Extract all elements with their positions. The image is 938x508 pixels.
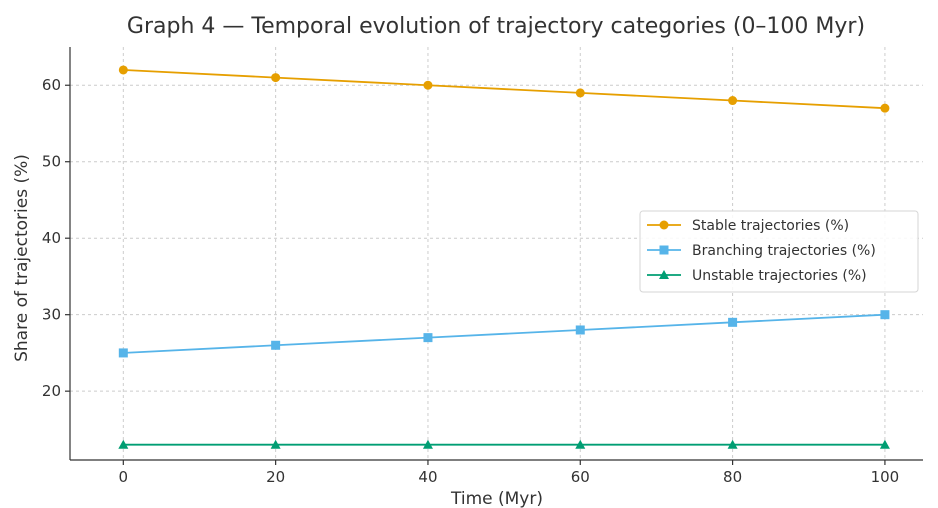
data-point-branching bbox=[118, 348, 128, 358]
series-layer bbox=[118, 65, 890, 449]
y-axis-label: Share of trajectories (%) bbox=[12, 154, 32, 362]
series-stable bbox=[118, 65, 890, 113]
y-tick-label: 60 bbox=[42, 76, 61, 94]
series-line-stable bbox=[123, 69, 885, 110]
data-point-branching bbox=[575, 325, 585, 335]
legend-item-stable: Stable trajectories (%) bbox=[647, 218, 849, 234]
data-point-unstable bbox=[575, 439, 586, 449]
data-point-stable bbox=[271, 73, 281, 83]
legend-marker bbox=[659, 245, 669, 255]
data-point-unstable bbox=[422, 439, 433, 449]
data-point-stable bbox=[880, 103, 890, 113]
legend-item-branching: Branching trajectories (%) bbox=[647, 243, 876, 259]
legend-label: Branching trajectories (%) bbox=[692, 243, 876, 259]
data-point-stable bbox=[118, 65, 128, 75]
y-tick-label: 50 bbox=[42, 153, 61, 171]
data-point-unstable bbox=[270, 439, 281, 449]
data-point-stable bbox=[728, 96, 738, 106]
data-point-unstable bbox=[118, 439, 129, 449]
data-point-stable bbox=[575, 88, 585, 98]
y-tick-label: 20 bbox=[42, 382, 61, 400]
data-point-branching bbox=[271, 340, 281, 350]
legend-marker bbox=[659, 270, 669, 279]
data-point-stable bbox=[423, 80, 433, 90]
y-tick-label: 30 bbox=[42, 306, 61, 324]
x-tick-label: 100 bbox=[871, 468, 900, 486]
x-tick-label: 0 bbox=[119, 468, 129, 486]
x-tick-label: 20 bbox=[266, 468, 285, 486]
legend-label: Unstable trajectories (%) bbox=[692, 268, 867, 284]
series-line-branching bbox=[123, 313, 885, 354]
data-point-unstable bbox=[727, 439, 738, 449]
x-tick-label: 40 bbox=[418, 468, 437, 486]
series-unstable bbox=[118, 439, 890, 449]
x-tick-label: 60 bbox=[571, 468, 590, 486]
data-point-unstable bbox=[879, 439, 890, 449]
series-branching bbox=[118, 310, 890, 358]
legend-marker bbox=[659, 220, 669, 230]
y-tick-label: 40 bbox=[42, 229, 61, 247]
legend: Stable trajectories (%) Branching traject… bbox=[639, 210, 919, 293]
chart-title: Graph 4 — Temporal evolution of trajecto… bbox=[127, 14, 865, 39]
data-point-branching bbox=[880, 310, 890, 320]
data-point-branching bbox=[728, 317, 738, 327]
data-point-branching bbox=[423, 333, 433, 343]
axes: 0 20 40 60 80 100 20 30 40 50 60 bbox=[42, 47, 923, 486]
legend-box bbox=[639, 210, 919, 293]
legend-label: Stable trajectories (%) bbox=[692, 218, 849, 234]
x-tick-label: 80 bbox=[723, 468, 742, 486]
x-axis-label: Time (Myr) bbox=[450, 489, 543, 508]
legend-item-unstable: Unstable trajectories (%) bbox=[647, 268, 867, 284]
